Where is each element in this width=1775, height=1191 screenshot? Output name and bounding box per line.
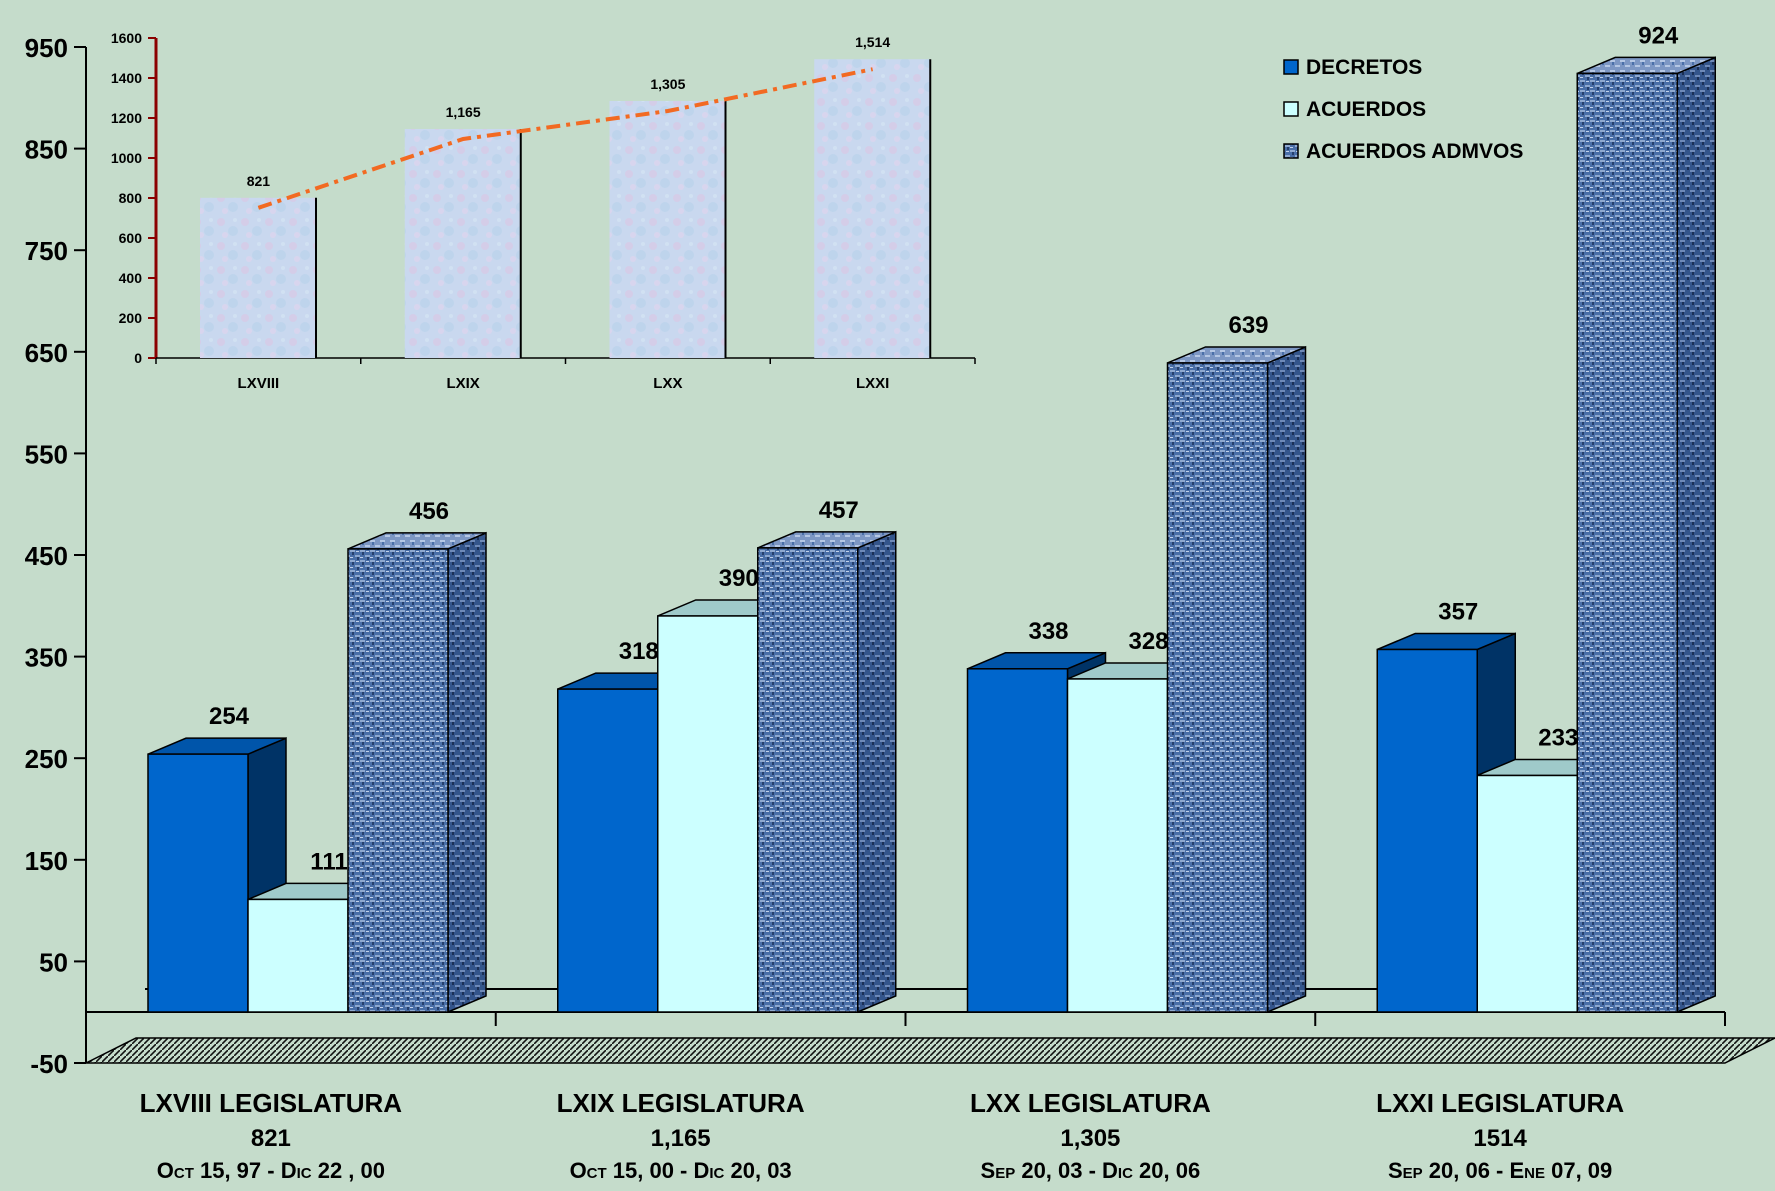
inset-data-label: 1,514: [855, 34, 890, 50]
inset-y-tick-label: 200: [119, 310, 143, 326]
data-label-acuerdos-admvos: 457: [819, 497, 859, 524]
inset-data-label: 1,165: [446, 104, 481, 120]
data-label-acuerdos-admvos: 639: [1228, 312, 1268, 339]
y-tick-label: 650: [25, 338, 68, 368]
y-tick-label: 950: [25, 33, 68, 63]
bar-decretos: [557, 688, 659, 1013]
bar-acuerdos-admvos: [757, 547, 859, 1013]
category-label: LXXI LEGISLATURA: [1376, 1088, 1624, 1118]
inset-category-label: LXXI: [856, 375, 889, 392]
y-tick-label: 150: [25, 846, 68, 876]
bar-acuerdos: [657, 615, 759, 1013]
inset-y-tick-label: 0: [134, 350, 142, 366]
floor-hatch: [85, 1037, 1775, 1064]
data-label-acuerdos-admvos: 924: [1638, 22, 1679, 49]
category-label: LXVIII LEGISLATURA: [140, 1088, 403, 1118]
inset-category-label: LXIX: [446, 375, 479, 392]
legend: DECRETOS ACUERDOS ACUERDOS ADMVOS: [1283, 56, 1523, 163]
bar-acuerdos: [247, 898, 349, 1013]
y-tick-label: -50: [30, 1049, 68, 1079]
inset-bar: [814, 59, 931, 358]
bar-decretos: [966, 668, 1069, 1013]
bar-acuerdos: [1476, 774, 1578, 1013]
category-total: 1,305: [1060, 1125, 1120, 1152]
bar-acuerdos-admvos-side: [447, 531, 487, 1014]
data-label-acuerdos-admvos: 456: [409, 498, 449, 525]
y-tick-label: 750: [25, 236, 68, 266]
inset-data-label: 821: [247, 173, 271, 189]
inset-y-tick-label: 1600: [111, 30, 142, 46]
main-chart: -50 50 150 250 350 450 550 650 750 850 950 LXVIII L…: [25, 22, 1775, 1183]
data-label-decretos: 357: [1438, 598, 1478, 625]
y-tick-label: 550: [25, 439, 68, 469]
y-tick-label: 450: [25, 541, 68, 571]
inset-bar: [404, 129, 521, 358]
data-label-decretos: 254: [209, 703, 250, 730]
category-total: 1,165: [651, 1125, 711, 1152]
legend-swatch-acuerdos-admvos: [1283, 143, 1299, 159]
legend-label: DECRETOS: [1306, 56, 1422, 79]
category-period: Sep 20, 03 - Dic 20, 06: [981, 1158, 1201, 1183]
inset-bar: [609, 101, 726, 358]
bar-acuerdos-admvos-side: [857, 530, 897, 1014]
inset-y-tick-label: 800: [119, 190, 143, 206]
y-tick-label: 50: [39, 947, 68, 977]
inset-y-tick-label: 400: [119, 270, 143, 286]
inset-y-tick-label: 1000: [111, 150, 142, 166]
bar-acuerdos-admvos: [1576, 72, 1678, 1013]
legend-label: ACUERDOS ADMVOS: [1306, 140, 1523, 163]
bar-acuerdos-admvos-side: [1266, 345, 1307, 1014]
bar-acuerdos-admvos: [1166, 362, 1269, 1013]
inset-y-tick-label: 600: [119, 230, 143, 246]
inset-chart: 0 200 400 600 800 1000 1200 1400 1600 LXVIII 821 LX…: [111, 30, 976, 392]
bar-acuerdos: [1066, 678, 1169, 1013]
data-label-acuerdos: 390: [719, 565, 759, 592]
data-label-acuerdos: 233: [1538, 724, 1578, 751]
bar-decretos: [1376, 648, 1478, 1013]
y-tick-label: 350: [25, 643, 68, 673]
category-period: Oct 15, 97 - Dic 22 , 00: [157, 1158, 385, 1183]
inset-category-label: LXVIII: [238, 375, 280, 392]
bar-acuerdos-admvos: [347, 548, 449, 1013]
inset-y-tick-label: 1200: [111, 110, 142, 126]
legend-swatch-decretos: [1283, 59, 1299, 75]
category-period: Oct 15, 00 - Dic 20, 03: [570, 1158, 792, 1183]
data-label-acuerdos: 328: [1128, 628, 1168, 655]
legend-swatch-acuerdos: [1283, 101, 1299, 117]
legend-label: ACUERDOS: [1306, 98, 1426, 121]
category-period: Sep 20, 06 - Ene 07, 09: [1388, 1158, 1612, 1183]
y-tick-label: 850: [25, 135, 68, 165]
inset-trend-line: [257, 67, 874, 210]
inset-data-label: 1,305: [650, 76, 685, 92]
data-label-decretos: 338: [1028, 618, 1068, 645]
inset-y-tick-label: 1400: [111, 70, 142, 86]
category-total: 1514: [1473, 1125, 1527, 1152]
bar-decretos: [147, 753, 249, 1013]
category-label: LXIX LEGISLATURA: [557, 1088, 805, 1118]
data-label-acuerdos: 111: [310, 848, 347, 875]
data-label-decretos: 318: [619, 638, 659, 665]
y-tick-label: 250: [25, 744, 68, 774]
inset-category-label: LXX: [653, 375, 682, 392]
inset-bar: [200, 197, 316, 358]
category-total: 821: [251, 1125, 291, 1152]
bar-acuerdos-admvos-side: [1676, 56, 1716, 1014]
category-label: LXX LEGISLATURA: [970, 1088, 1211, 1118]
